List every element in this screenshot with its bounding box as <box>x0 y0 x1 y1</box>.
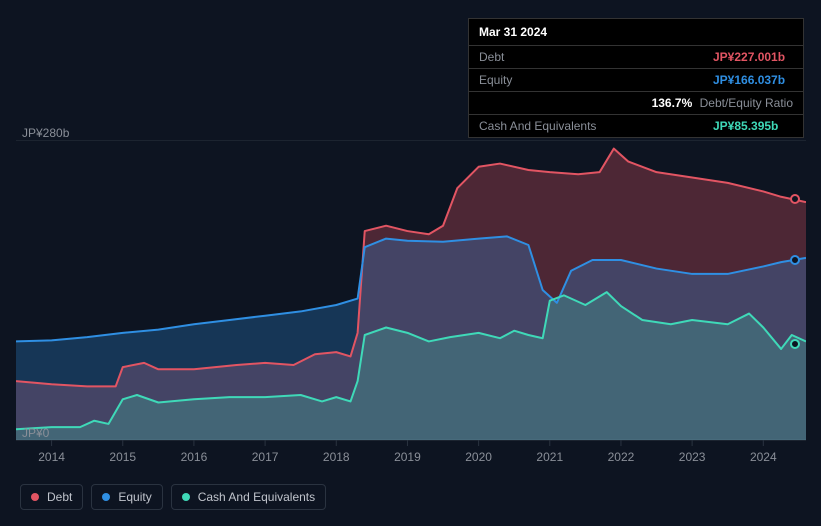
tooltip-row-label: Debt <box>479 50 693 64</box>
debt-equity-chart: JP¥280b JP¥0 2014 2015 2016 2017 2018 2019 2020… <box>0 0 821 526</box>
legend-item-label: Debt <box>47 490 72 504</box>
tooltip-row: Cash And Equivalents JP¥85.395b <box>469 115 803 137</box>
tooltip-row-value: JP¥227.001b <box>713 50 793 64</box>
x-axis-label: 2019 <box>394 450 421 464</box>
x-axis-label: 2016 <box>181 450 208 464</box>
x-axis-label: 2023 <box>679 450 706 464</box>
x-axis-label: 2014 <box>38 450 65 464</box>
series-end-marker-cash[interactable] <box>790 339 800 349</box>
tooltip-row: 136.7% Debt/Equity Ratio <box>469 92 803 115</box>
tooltip-row-label: Cash And Equivalents <box>479 119 693 133</box>
tooltip-row: Equity JP¥166.037b <box>469 69 803 92</box>
x-axis-label: 2020 <box>465 450 492 464</box>
legend-dot-icon <box>31 493 39 501</box>
tooltip-row-value: 136.7% Debt/Equity Ratio <box>652 96 793 110</box>
legend-dot-icon <box>182 493 190 501</box>
tooltip-row-value: JP¥85.395b <box>713 119 793 133</box>
legend-item-label: Equity <box>118 490 151 504</box>
chart-tooltip: Mar 31 2024 Debt JP¥227.001b Equity JP¥166.… <box>468 18 804 138</box>
x-axis-label: 2017 <box>252 450 279 464</box>
chart-plot-area[interactable] <box>16 140 806 450</box>
x-axis-label: 2022 <box>608 450 635 464</box>
legend-item-label: Cash And Equivalents <box>198 490 315 504</box>
tooltip-row-label <box>479 96 632 110</box>
y-axis-label: JP¥0 <box>22 426 49 440</box>
x-axis-label: 2024 <box>750 450 777 464</box>
x-axis-label: 2015 <box>109 450 136 464</box>
series-end-marker-equity[interactable] <box>790 255 800 265</box>
legend-dot-icon <box>102 493 110 501</box>
legend-item-cash[interactable]: Cash And Equivalents <box>171 484 326 510</box>
tooltip-row-label: Equity <box>479 73 693 87</box>
legend-item-debt[interactable]: Debt <box>20 484 83 510</box>
legend-item-equity[interactable]: Equity <box>91 484 162 510</box>
y-axis-label: JP¥280b <box>22 126 69 140</box>
series-end-marker-debt[interactable] <box>790 194 800 204</box>
x-axis-label: 2021 <box>536 450 563 464</box>
x-axis-label: 2018 <box>323 450 350 464</box>
tooltip-row: Debt JP¥227.001b <box>469 46 803 69</box>
chart-legend: Debt Equity Cash And Equivalents <box>20 484 326 510</box>
tooltip-date: Mar 31 2024 <box>469 19 803 46</box>
tooltip-row-value: JP¥166.037b <box>713 73 793 87</box>
